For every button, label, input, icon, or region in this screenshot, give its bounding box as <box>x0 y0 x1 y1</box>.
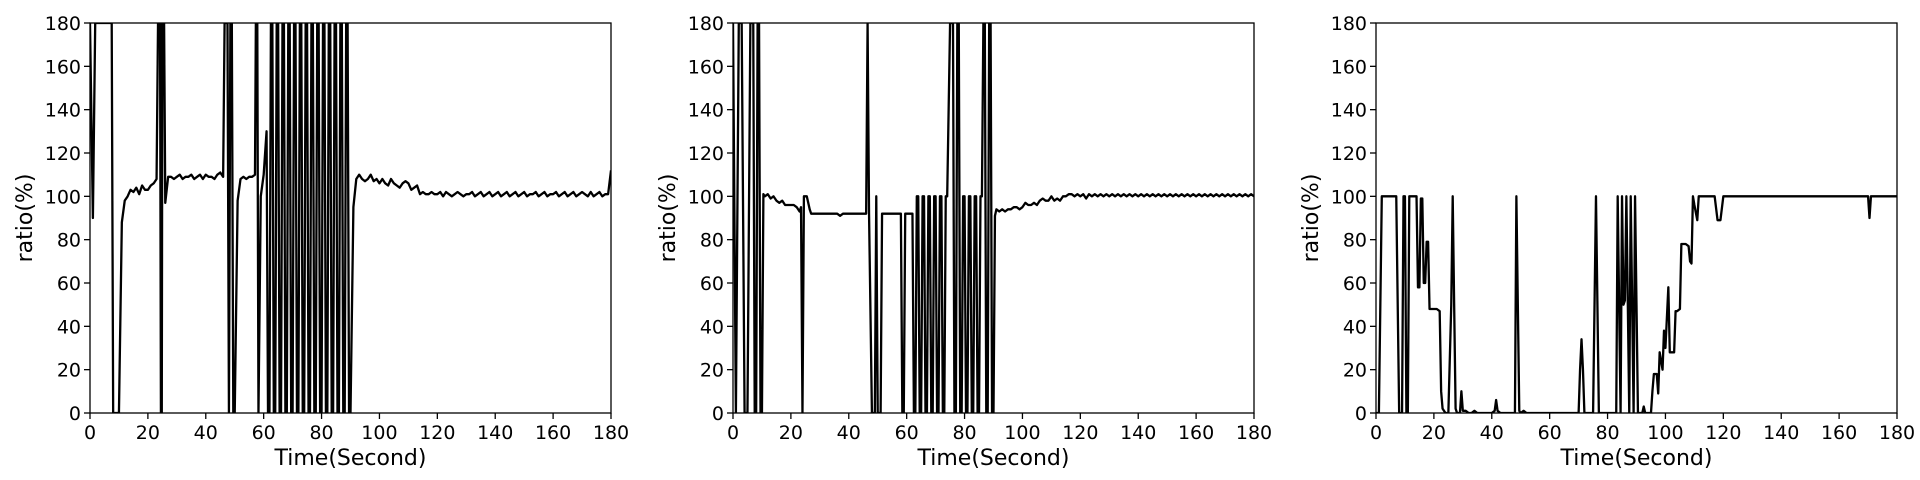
chart-panel-1: 0 20 40 60 80 100 120 140 160 180 0 20 40 60 80 100 120 1… <box>13 13 629 471</box>
x-tick-label: 180 <box>1879 422 1915 444</box>
x-tick-label: 60 <box>895 422 919 444</box>
y-tick-label: 180 <box>1331 13 1367 35</box>
x-tick-label: 140 <box>1763 422 1799 444</box>
x-tick-label: 160 <box>1821 422 1857 444</box>
y-tick-label: 40 <box>700 316 724 338</box>
x-tick-label: 40 <box>194 422 218 444</box>
x-tick-label: 140 <box>477 422 513 444</box>
x-tick-label: 160 <box>535 422 571 444</box>
x-tick-label: 100 <box>1004 422 1040 444</box>
y-axis-label: ratio(%) <box>1299 174 1324 263</box>
y-tick-label: 160 <box>1331 56 1367 78</box>
axes-frame <box>89 22 612 414</box>
x-tick-label: 80 <box>309 422 333 444</box>
chart-panel-3: 0 20 40 60 80 100 120 140 160 180 0 20 40 60 80 100 120 1… <box>1299 13 1915 471</box>
y-tick-label: 180 <box>45 13 81 35</box>
x-tick-label: 120 <box>1062 422 1098 444</box>
x-tick-label: 40 <box>837 422 861 444</box>
y-tick-label: 20 <box>1343 360 1367 382</box>
y-tick-label: 160 <box>45 56 81 78</box>
y-tick-label: 100 <box>45 186 81 208</box>
axes-frame <box>732 22 1255 414</box>
series-line-3-1 <box>1376 195 1897 413</box>
y-tick-label: 120 <box>45 143 81 165</box>
y-tick-label: 120 <box>1331 143 1367 165</box>
x-tick-label: 80 <box>952 422 976 444</box>
x-tick-label: 120 <box>419 422 455 444</box>
x-tick-label: 80 <box>1595 422 1619 444</box>
y-tick-label: 80 <box>700 230 724 252</box>
y-tick-label: 20 <box>57 360 81 382</box>
chart-panel-2: 0 20 40 60 80 100 120 140 160 180 0 20 40 60 80 100 120 1… <box>656 13 1272 471</box>
y-tick-label: 120 <box>688 143 724 165</box>
y-tick-label: 60 <box>700 273 724 295</box>
x-axis-label: Time(Second) <box>274 446 427 471</box>
y-tick-label: 0 <box>1355 403 1367 425</box>
y-tick-label: 80 <box>1343 230 1367 252</box>
y-axis-label: ratio(%) <box>13 174 38 263</box>
x-tick-label: 180 <box>593 422 629 444</box>
axes-frame <box>1375 22 1898 414</box>
y-tick-label: 0 <box>69 403 81 425</box>
y-tick-label: 80 <box>57 230 81 252</box>
x-tick-label: 120 <box>1705 422 1741 444</box>
x-tick-label: 0 <box>84 422 96 444</box>
x-tick-label: 100 <box>361 422 397 444</box>
x-tick-label: 100 <box>1647 422 1683 444</box>
y-tick-label: 20 <box>700 360 724 382</box>
x-tick-label: 180 <box>1236 422 1272 444</box>
y-tick-label: 140 <box>1331 100 1367 122</box>
y-tick-label: 140 <box>45 100 81 122</box>
x-axis-label: Time(Second) <box>917 446 1070 471</box>
y-tick-label: 40 <box>1343 316 1367 338</box>
series-line-2-1 <box>733 23 1254 413</box>
x-tick-label: 20 <box>779 422 803 444</box>
series-line-1-1 <box>90 23 611 413</box>
y-tick-label: 0 <box>712 403 724 425</box>
y-tick-label: 160 <box>688 56 724 78</box>
x-axis-label: Time(Second) <box>1560 446 1713 471</box>
y-tick-label: 140 <box>688 100 724 122</box>
x-tick-label: 40 <box>1480 422 1504 444</box>
y-tick-label: 60 <box>57 273 81 295</box>
x-tick-label: 160 <box>1178 422 1214 444</box>
x-tick-label: 0 <box>727 422 739 444</box>
y-tick-label: 60 <box>1343 273 1367 295</box>
x-tick-label: 140 <box>1120 422 1156 444</box>
y-tick-label: 180 <box>688 13 724 35</box>
x-tick-label: 60 <box>252 422 276 444</box>
x-tick-label: 0 <box>1370 422 1382 444</box>
y-tick-label: 40 <box>57 316 81 338</box>
x-tick-label: 20 <box>136 422 160 444</box>
y-tick-label: 100 <box>688 186 724 208</box>
x-tick-label: 60 <box>1538 422 1562 444</box>
y-tick-label: 100 <box>1331 186 1367 208</box>
x-tick-label: 20 <box>1422 422 1446 444</box>
y-axis-label: ratio(%) <box>656 174 681 263</box>
